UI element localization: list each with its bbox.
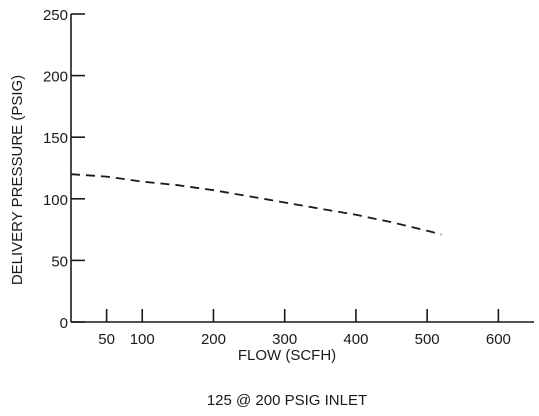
y-tick-label: 200 (43, 69, 68, 86)
x-ticks: 50 100 200 300 400 500 600 (98, 309, 511, 348)
x-tick-label: 200 (201, 331, 226, 348)
series-layer (70, 173, 442, 236)
x-tick-label: 400 (343, 331, 368, 348)
y-ticks: 0 50 100 150 200 250 (43, 7, 85, 332)
x-tick-label: 100 (130, 331, 155, 348)
series-line-1 (70, 173, 442, 236)
y-tick-label: 0 (60, 315, 68, 332)
x-tick-label: 500 (415, 331, 440, 348)
x-axis-title: FLOW (SCFH) (238, 347, 336, 364)
chart-caption: 125 @ 200 PSIG INLET (207, 392, 367, 409)
x-tick-label: 600 (486, 331, 511, 348)
x-tick-label: 300 (272, 331, 297, 348)
y-tick-label: 50 (51, 253, 68, 270)
y-axis-title: DELIVERY PRESSURE (PSIG) (9, 75, 26, 285)
y-tick-label: 150 (43, 130, 68, 147)
x-tick-label: 50 (98, 331, 115, 348)
axes (70, 14, 534, 323)
y-tick-label: 250 (43, 7, 68, 24)
y-tick-label: 100 (43, 192, 68, 209)
